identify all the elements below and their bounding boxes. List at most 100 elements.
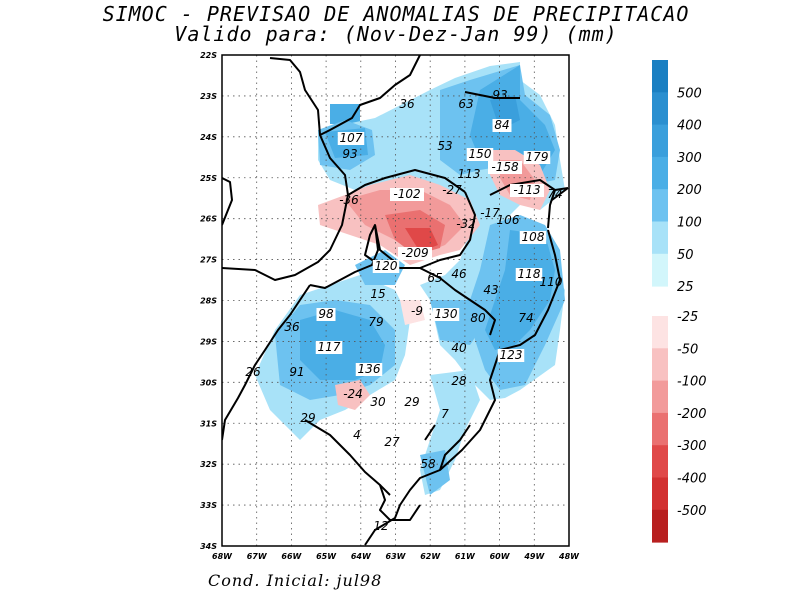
svg-text:117: 117 [318, 340, 341, 354]
lon-tick-label: 67W [247, 552, 268, 561]
svg-text:123: 123 [500, 348, 523, 362]
svg-text:58: 58 [420, 457, 436, 471]
anomaly-value: -27 [442, 183, 462, 197]
svg-text:-24: -24 [343, 387, 363, 401]
svg-text:113: 113 [458, 167, 481, 181]
lat-tick-label: 34S [200, 542, 217, 551]
anomaly-value: 43 [483, 283, 498, 297]
svg-text:84: 84 [494, 118, 509, 132]
anomaly-value: 46 [451, 267, 467, 281]
svg-text:74: 74 [518, 311, 533, 325]
svg-text:179: 179 [526, 150, 549, 164]
svg-text:107: 107 [340, 131, 363, 145]
colorbar-swatch [652, 380, 668, 414]
anomaly-value: 120 [372, 259, 400, 273]
colorbar-swatch [652, 348, 668, 382]
svg-text:108: 108 [522, 230, 545, 244]
lon-tick-label: 62W [420, 552, 441, 561]
svg-text:130: 130 [435, 307, 458, 321]
colorbar-label: -500 [677, 504, 707, 519]
svg-text:-27: -27 [442, 183, 462, 197]
colorbar-swatch [652, 477, 668, 511]
lat-tick-label: 33S [200, 501, 217, 510]
svg-text:-36: -36 [339, 193, 359, 207]
colorbar-label: 300 [677, 151, 702, 166]
svg-text:26: 26 [245, 365, 261, 379]
svg-text:4: 4 [353, 428, 361, 442]
anomaly-value: 117 [315, 340, 343, 354]
svg-text:46: 46 [451, 267, 467, 281]
svg-text:91: 91 [289, 365, 304, 379]
colorbar-label: 500 [677, 86, 702, 101]
lat-tick-label: 32S [200, 460, 217, 469]
map-subtitle: Valido para: (Nov-Dez-Jan 99) (mm) [174, 22, 618, 46]
map-title: SIMOC - PREVISAO DE ANOMALIAS DE PRECIPI… [102, 2, 690, 26]
colorbar-label: 25 [677, 280, 694, 295]
anomaly-value: 150 [466, 147, 494, 161]
svg-text:118: 118 [518, 267, 541, 281]
svg-text:-17: -17 [480, 206, 500, 220]
lon-tick-label: 66W [281, 552, 302, 561]
svg-text:93: 93 [492, 88, 507, 102]
lon-tick-label: 61W [455, 552, 476, 561]
anomaly-value: 30 [370, 395, 386, 409]
lon-tick-label: 68W [212, 552, 233, 561]
anomaly-value: 29 [404, 395, 419, 409]
lat-tick-label: 29S [200, 337, 217, 346]
anomaly-value: 130 [432, 307, 460, 321]
anomaly-value: 113 [458, 167, 481, 181]
colorbar-swatch [652, 221, 668, 255]
anomaly-value: 27 [384, 435, 400, 449]
colorbar-label: -50 [677, 342, 698, 357]
colorbar-label: 200 [677, 183, 702, 198]
svg-text:36: 36 [399, 97, 415, 111]
svg-text:-113: -113 [513, 183, 540, 197]
lat-tick-label: 25S [200, 174, 217, 183]
colorbar-swatch [652, 316, 668, 349]
anomaly-value: 12 [373, 519, 388, 533]
svg-text:150: 150 [469, 147, 492, 161]
svg-text:74: 74 [547, 187, 562, 201]
anomaly-value: 26 [245, 365, 261, 379]
colorbar-swatch [652, 253, 668, 287]
lat-tick-label: 26S [200, 215, 217, 224]
anomaly-value: -102 [390, 187, 424, 201]
svg-text:27: 27 [384, 435, 400, 449]
anomaly-value: 108 [519, 230, 547, 244]
anomaly-value: -36 [339, 193, 359, 207]
colorbar-label: -300 [677, 439, 707, 454]
lon-tick-label: 63W [386, 552, 407, 561]
anomaly-value: 123 [497, 348, 525, 362]
colorbar-label: -25 [677, 310, 698, 325]
anomaly-value: -9 [411, 304, 423, 318]
svg-text:110: 110 [540, 275, 563, 289]
anomaly-value: 40 [451, 341, 467, 355]
svg-text:65: 65 [427, 271, 442, 285]
lat-tick-label: 27S [200, 256, 217, 265]
state-borders [222, 55, 569, 546]
svg-text:136: 136 [358, 362, 381, 376]
anomaly-value: 93 [492, 88, 507, 102]
svg-text:53: 53 [437, 139, 452, 153]
svg-text:29: 29 [404, 395, 419, 409]
svg-text:106: 106 [497, 213, 520, 227]
svg-text:43: 43 [483, 283, 498, 297]
svg-text:28: 28 [451, 374, 467, 388]
anomaly-value: -32 [456, 217, 476, 231]
colorbar-label: -200 [677, 407, 707, 422]
anomaly-value: -17 [480, 206, 500, 220]
plot-frame [221, 54, 570, 547]
anomaly-value: 91 [289, 365, 304, 379]
colorbar-label: 50 [677, 248, 694, 263]
svg-text:29: 29 [300, 411, 315, 425]
colorbar-label: 400 [677, 119, 702, 134]
svg-text:93: 93 [342, 147, 357, 161]
colorbar-negative: -25 -50 -100 -200 -300 -400 -500 [652, 310, 707, 543]
lon-tick-label: 60W [490, 552, 511, 561]
colorbar-swatch [652, 92, 668, 126]
anomaly-value: -24 [343, 387, 363, 401]
svg-text:-32: -32 [456, 217, 476, 231]
anomaly-value: 74 [547, 187, 562, 201]
